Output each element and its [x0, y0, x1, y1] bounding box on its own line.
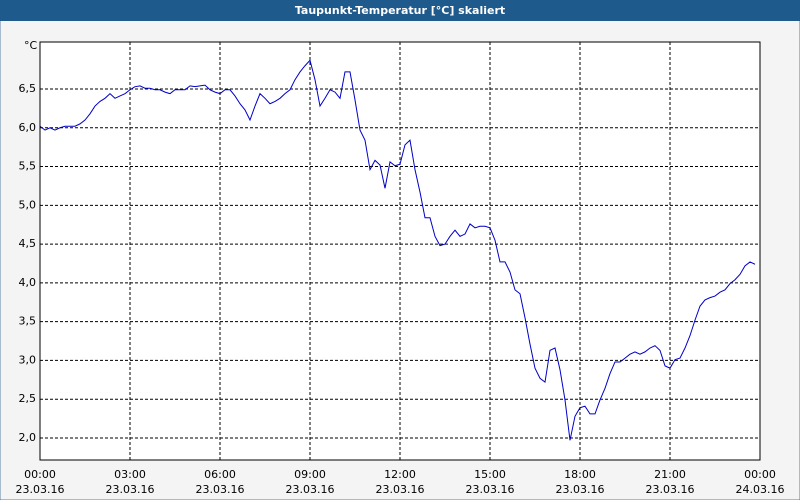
y-tick-label: 2,5	[19, 392, 37, 405]
y-unit: °C	[24, 39, 38, 52]
x-tick-label: 00:00	[24, 468, 56, 481]
y-tick-label: 5,0	[19, 198, 37, 211]
y-tick-label: 2,0	[19, 431, 37, 444]
data-line	[39, 59, 756, 441]
x-tick-label: 18:00	[564, 468, 596, 481]
x-tick-date: 23.03.16	[646, 483, 695, 496]
x-tick-label: 06:00	[204, 468, 236, 481]
y-tick-label: 6,0	[19, 121, 37, 134]
x-tick-label: 09:00	[294, 468, 326, 481]
y-tick-label: 5,5	[19, 160, 37, 173]
x-tick-label: 00:00	[744, 468, 776, 481]
x-tick-date: 24.03.16	[736, 483, 785, 496]
plot-area	[39, 41, 761, 461]
y-tick-label: 4,5	[19, 237, 37, 250]
x-tick-label: 15:00	[474, 468, 506, 481]
plot-border	[39, 41, 761, 461]
x-tick-label: 12:00	[384, 468, 416, 481]
x-tick-date: 23.03.16	[196, 483, 245, 496]
x-tick-date: 23.03.16	[466, 483, 515, 496]
y-tick-label: 6,5	[19, 82, 37, 95]
x-tick-date: 23.03.16	[556, 483, 605, 496]
y-tick-label: 3,5	[19, 315, 37, 328]
x-tick-label: 03:00	[114, 468, 146, 481]
y-tick-label: 4,0	[19, 276, 37, 289]
x-tick-label: 21:00	[654, 468, 686, 481]
x-tick-date: 23.03.16	[286, 483, 335, 496]
x-tick-date: 23.03.16	[376, 483, 425, 496]
chart-title: Taupunkt-Temperatur [°C] skaliert	[295, 4, 505, 17]
title-bar	[0, 0, 800, 21]
x-tick-date: 23.03.16	[16, 483, 65, 496]
y-tick-label: 3,0	[19, 353, 37, 366]
x-tick-date: 23.03.16	[106, 483, 155, 496]
